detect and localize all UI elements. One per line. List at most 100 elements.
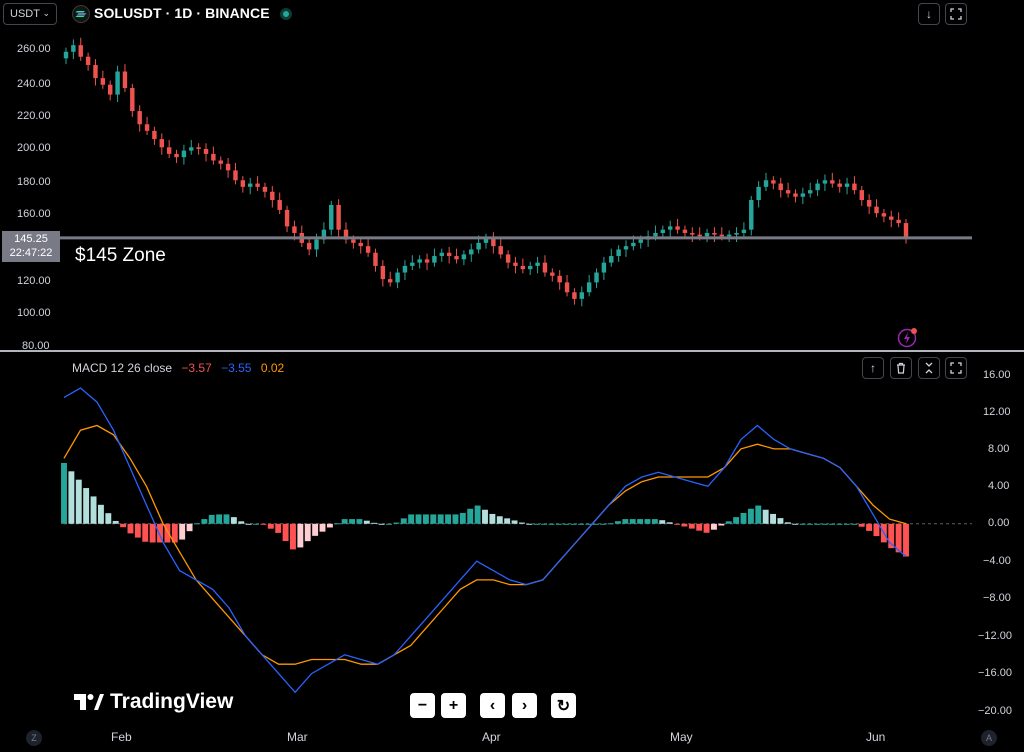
time-tick: Apr bbox=[482, 730, 501, 744]
current-price: 145.25 bbox=[14, 233, 48, 245]
macd-histogram-bar bbox=[164, 523, 171, 543]
delete-icon[interactable] bbox=[890, 357, 912, 379]
candle-body bbox=[830, 180, 835, 184]
alert-lightning-icon[interactable] bbox=[897, 326, 919, 348]
scroll-right-button[interactable]: › bbox=[512, 693, 537, 718]
scroll-left-button[interactable]: ‹ bbox=[480, 693, 505, 718]
macd-histogram-bar bbox=[349, 519, 356, 524]
candle-body bbox=[159, 139, 164, 148]
macd-histogram-bar bbox=[836, 523, 843, 525]
zone-annotation[interactable]: $145 Zone bbox=[75, 245, 166, 266]
candle-body bbox=[115, 71, 120, 95]
candle-body bbox=[542, 262, 548, 273]
price-tick: 180.00 bbox=[17, 176, 51, 188]
candle-body bbox=[564, 282, 570, 293]
macd-histogram-bar bbox=[312, 523, 319, 536]
macd-histogram-bar bbox=[629, 519, 636, 524]
candle-body bbox=[446, 252, 452, 257]
candle-body bbox=[380, 265, 386, 280]
price-tick: 220.00 bbox=[17, 110, 51, 122]
fullscreen-icon[interactable] bbox=[945, 3, 967, 25]
time-tick: Feb bbox=[111, 730, 132, 744]
candle-body bbox=[653, 232, 658, 237]
candle-body bbox=[535, 262, 540, 266]
price-chart[interactable] bbox=[0, 0, 1024, 350]
candle-body bbox=[675, 226, 680, 230]
currency-select[interactable]: USDT ⌄ bbox=[3, 3, 57, 25]
tradingview-logo[interactable]: TradingView bbox=[74, 690, 233, 714]
zoom-in-button[interactable]: + bbox=[441, 693, 466, 718]
live-status-icon bbox=[280, 8, 292, 20]
candle-body bbox=[616, 249, 621, 257]
macd-tick: −12.00 bbox=[978, 630, 1012, 642]
candle-body bbox=[432, 256, 437, 263]
macd-histogram-bar bbox=[592, 523, 599, 525]
tradingview-mark-icon bbox=[74, 694, 104, 710]
macd-histogram-bar bbox=[341, 519, 348, 524]
collapse-icon[interactable] bbox=[918, 357, 940, 379]
macd-histogram-bar bbox=[371, 522, 378, 524]
candle-body bbox=[668, 226, 673, 230]
macd-histogram-bar bbox=[703, 523, 710, 533]
candle-body bbox=[498, 246, 503, 255]
macd-histogram-bar bbox=[290, 523, 296, 550]
pane-divider[interactable] bbox=[0, 350, 1024, 352]
price-tick: 260.00 bbox=[17, 43, 51, 55]
macd-histogram-bar bbox=[363, 520, 370, 524]
candle-body bbox=[292, 226, 297, 233]
macd-histogram-bar bbox=[718, 523, 725, 526]
macd-histogram-bar bbox=[784, 522, 791, 524]
macd-chart[interactable] bbox=[0, 352, 1024, 722]
candle-body bbox=[808, 190, 813, 194]
candle-body bbox=[520, 265, 526, 270]
macd-histogram-bar bbox=[799, 523, 806, 525]
candle-body bbox=[866, 200, 872, 207]
macd-legend[interactable]: MACD 12 26 close −3.57 −3.55 0.02 bbox=[72, 361, 284, 375]
macd-histogram-bar bbox=[755, 505, 762, 524]
move-up-icon[interactable]: ↑ bbox=[862, 357, 884, 379]
macd-histogram-bar bbox=[112, 520, 119, 524]
macd-histogram-bar bbox=[334, 523, 341, 525]
macd-histogram-bar bbox=[171, 523, 178, 543]
logo-text: TradingView bbox=[110, 690, 234, 713]
candle-body bbox=[749, 200, 754, 230]
candle-body bbox=[144, 124, 150, 131]
macd-histogram-bar bbox=[895, 523, 902, 553]
macd-tick: 8.00 bbox=[988, 443, 1010, 455]
candle-body bbox=[631, 242, 636, 247]
candle-body bbox=[211, 153, 216, 161]
macd-histogram-bar bbox=[193, 523, 200, 525]
corner-a-button[interactable]: A bbox=[981, 730, 997, 746]
candle-body bbox=[763, 180, 769, 187]
candle-body bbox=[461, 254, 467, 260]
candle-body bbox=[203, 148, 209, 154]
reset-chart-button[interactable]: ↻ bbox=[551, 693, 576, 718]
candle-body bbox=[122, 71, 128, 89]
maximize-icon[interactable] bbox=[945, 357, 967, 379]
macd-histogram-bar bbox=[548, 523, 555, 525]
candle-body bbox=[697, 234, 702, 237]
zoom-out-button[interactable]: − bbox=[410, 693, 435, 718]
price-tick: 240.00 bbox=[17, 78, 51, 90]
price-tick: 80.00 bbox=[22, 340, 50, 352]
macd-histogram-bar bbox=[386, 523, 392, 525]
download-icon[interactable]: ↓ bbox=[918, 3, 940, 25]
candle-body bbox=[660, 229, 666, 233]
macd-histogram-bar bbox=[260, 523, 267, 525]
macd-histogram-bar bbox=[319, 523, 326, 532]
macd-tick: 4.00 bbox=[988, 480, 1010, 492]
time-tick: Jun bbox=[866, 730, 886, 744]
candle-body bbox=[682, 229, 688, 233]
macd-tick: 0.00 bbox=[988, 517, 1010, 529]
candle-body bbox=[859, 190, 864, 201]
candle-body bbox=[248, 183, 253, 187]
candle-body bbox=[218, 160, 223, 164]
corner-z-button[interactable]: Z bbox=[26, 730, 42, 746]
macd-histogram-bar bbox=[90, 496, 97, 524]
symbol-title[interactable]: SOLUSDT · 1D · BINANCE bbox=[94, 5, 270, 21]
macd-histogram-bar bbox=[770, 513, 777, 524]
currency-select-label: USDT bbox=[10, 8, 40, 20]
bar-countdown: 22:47:22 bbox=[9, 247, 53, 259]
macd-histogram-bar bbox=[622, 519, 629, 524]
candle-body bbox=[874, 206, 879, 214]
